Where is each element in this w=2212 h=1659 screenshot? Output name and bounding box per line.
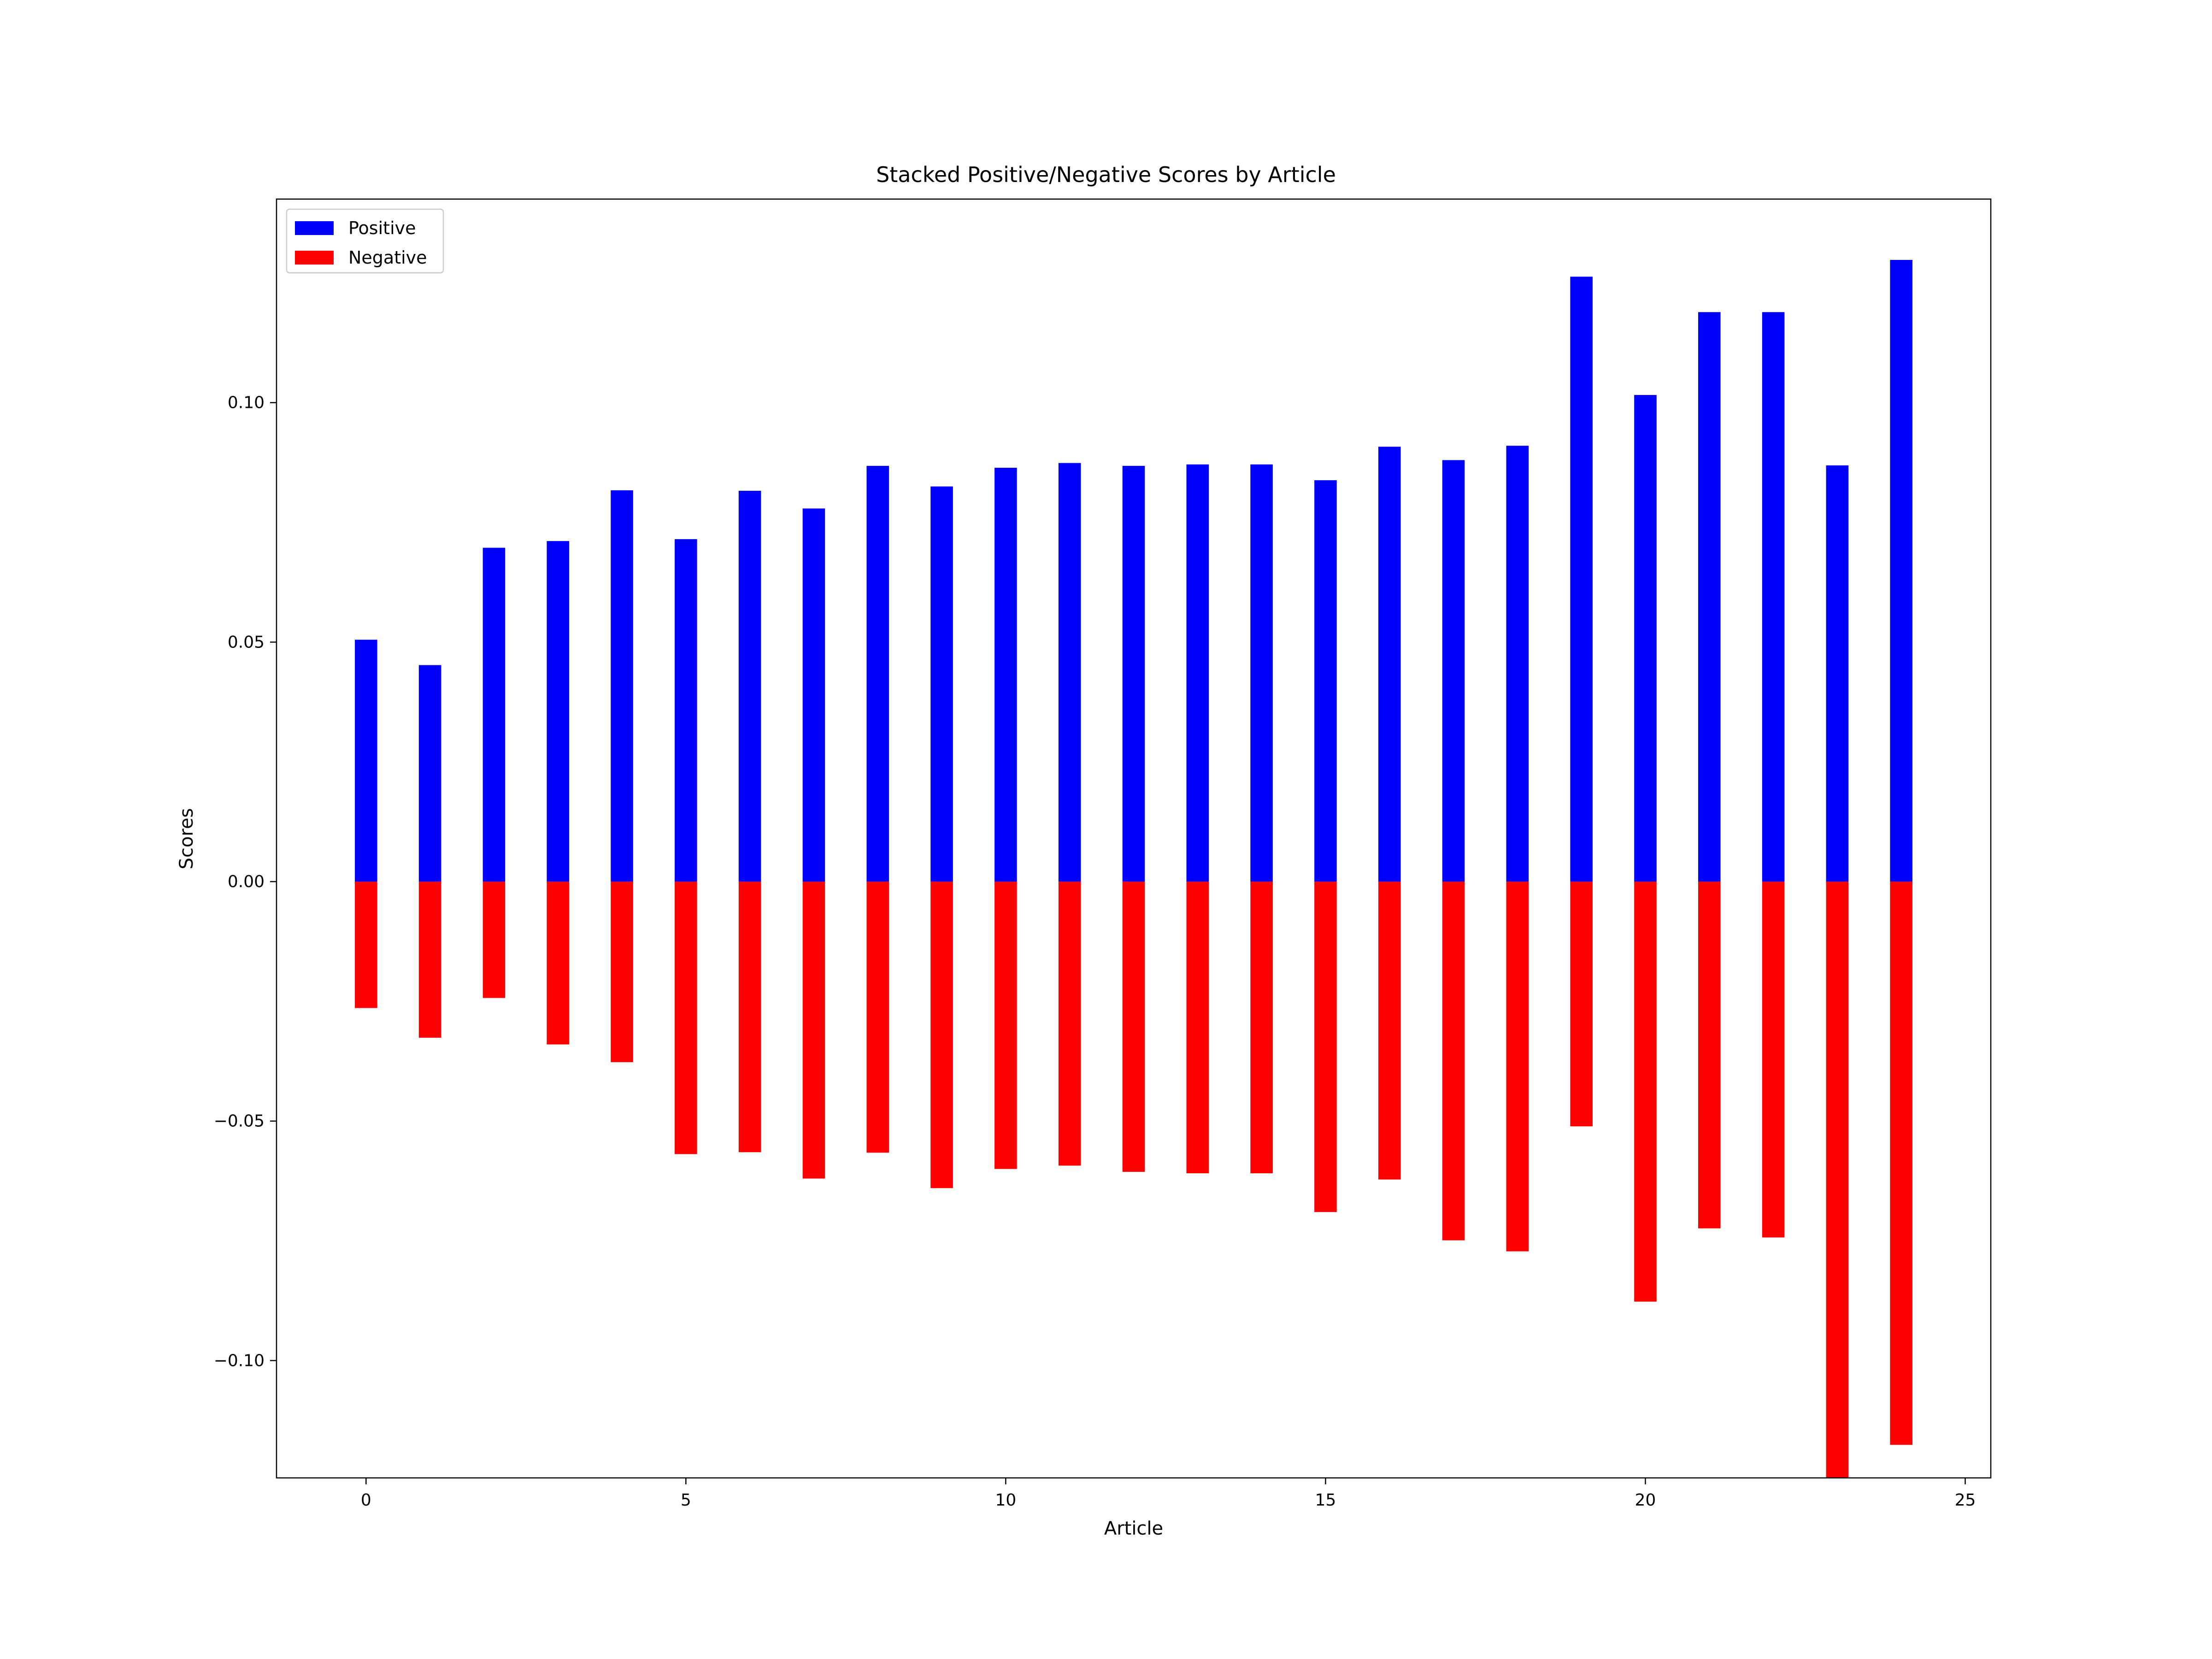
negative-bar-9 (930, 882, 953, 1188)
legend-label-negative: Negative (348, 247, 427, 268)
negative-bar-22 (1762, 882, 1785, 1238)
y-axis-label: Scores (176, 808, 197, 870)
negative-bar-4 (611, 882, 633, 1062)
positive-bar-9 (930, 486, 953, 882)
positive-bar-20 (1634, 395, 1657, 882)
plot-frame (276, 198, 1992, 1479)
positive-bar-4 (611, 490, 633, 882)
negative-bar-3 (547, 882, 570, 1045)
negative-bar-17 (1442, 882, 1465, 1241)
positive-bar-11 (1058, 463, 1081, 882)
y-tick-label: −0.05 (214, 1112, 265, 1131)
legend-swatch-negative (295, 251, 334, 265)
positive-bar-22 (1762, 312, 1785, 882)
negative-bar-1 (418, 882, 441, 1038)
negative-bar-19 (1570, 882, 1593, 1127)
positive-bar-12 (1122, 465, 1145, 882)
negative-bar-7 (802, 882, 825, 1179)
legend: Positive Negative (286, 208, 444, 274)
negative-bar-13 (1186, 882, 1209, 1173)
positive-bar-6 (738, 490, 761, 882)
negative-bar-2 (482, 882, 506, 998)
negative-bar-15 (1314, 882, 1337, 1212)
x-tick-label: 10 (995, 1491, 1016, 1510)
negative-bar-11 (1058, 882, 1081, 1166)
positive-bar-14 (1250, 464, 1273, 882)
positive-bar-24 (1890, 259, 1912, 882)
positive-bar-17 (1442, 460, 1465, 882)
x-axis-label: Article (1104, 1518, 1163, 1539)
negative-bar-16 (1378, 882, 1401, 1180)
negative-bar-5 (675, 882, 697, 1154)
x-tick-label: 25 (1955, 1491, 1976, 1510)
positive-bar-23 (1826, 465, 1849, 882)
positive-bar-5 (675, 539, 697, 882)
negative-bar-21 (1698, 882, 1721, 1229)
positive-bar-15 (1314, 480, 1337, 882)
y-tick-label: 0.00 (228, 872, 265, 891)
legend-swatch-positive (295, 221, 334, 235)
negative-bar-23 (1826, 882, 1849, 1478)
negative-bar-24 (1890, 882, 1912, 1445)
positive-bar-0 (355, 640, 377, 882)
negative-bar-14 (1250, 882, 1273, 1173)
positive-bar-10 (994, 468, 1017, 882)
x-axis: 0 5 10 15 20 25 (361, 1478, 1976, 1510)
x-tick-label: 5 (681, 1491, 691, 1510)
positive-bar-16 (1378, 447, 1401, 882)
bars-group (355, 259, 1912, 1478)
negative-bar-20 (1634, 882, 1657, 1302)
negative-bar-0 (355, 882, 377, 1008)
y-tick-label: 0.10 (228, 394, 265, 412)
y-tick-label: −0.10 (214, 1351, 265, 1370)
legend-label-positive: Positive (348, 218, 416, 238)
positive-bar-21 (1698, 312, 1721, 882)
positive-bar-13 (1186, 464, 1209, 882)
positive-bar-7 (802, 508, 825, 882)
positive-bar-18 (1506, 446, 1529, 882)
positive-bar-1 (418, 665, 441, 882)
positive-bar-19 (1570, 276, 1593, 882)
x-tick-label: 15 (1315, 1491, 1336, 1510)
x-tick-label: 20 (1635, 1491, 1656, 1510)
negative-bar-6 (738, 882, 761, 1153)
positive-bar-3 (547, 541, 570, 882)
negative-bar-18 (1506, 882, 1529, 1252)
y-axis: −0.10 −0.05 0.00 0.05 0.10 (214, 394, 276, 1370)
chart-title: Stacked Positive/Negative Scores by Arti… (876, 162, 1336, 187)
negative-bar-8 (866, 882, 889, 1153)
positive-bar-8 (866, 465, 889, 882)
x-tick-label: 0 (361, 1491, 371, 1510)
negative-bar-12 (1122, 882, 1145, 1172)
positive-bar-2 (482, 547, 506, 882)
negative-bar-10 (994, 882, 1017, 1169)
y-tick-label: 0.05 (228, 633, 265, 652)
